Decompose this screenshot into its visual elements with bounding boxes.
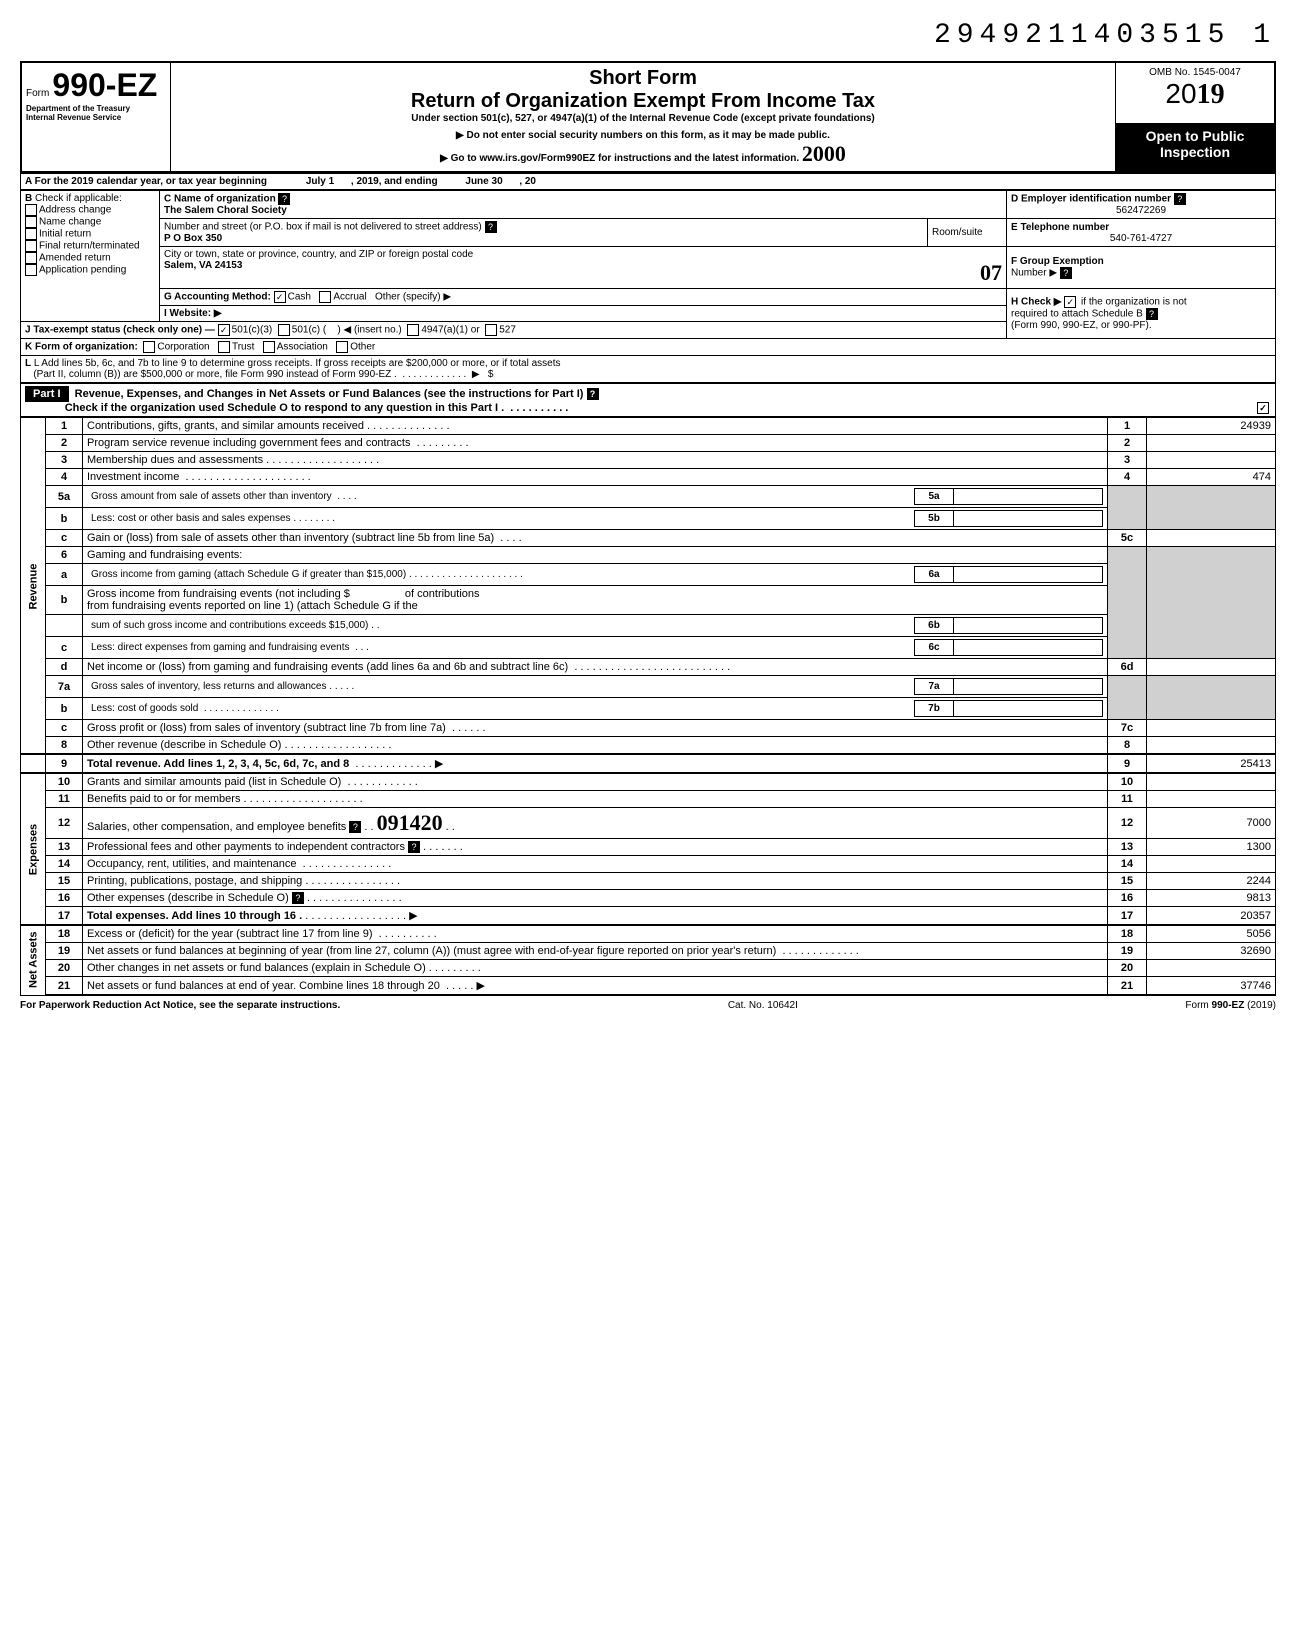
info-block: B Check if applicable: Address change Na…: [20, 190, 1276, 383]
year-prefix: 20: [1165, 78, 1196, 109]
org-name: The Salem Choral Society: [164, 205, 287, 216]
line19-value: 32690: [1147, 943, 1276, 960]
info-icon: ?: [1146, 308, 1158, 320]
main-title: Return of Organization Exempt From Incom…: [175, 90, 1111, 113]
inspection: Inspection: [1120, 144, 1270, 160]
line21-value: 37746: [1147, 977, 1276, 996]
form-label: Form: [26, 88, 49, 99]
line15-value: 2244: [1147, 873, 1276, 890]
checkbox-schedule-o[interactable]: [1257, 402, 1269, 414]
subtitle: Under section 501(c), 527, or 4947(a)(1)…: [175, 113, 1111, 124]
line13-value: 1300: [1147, 839, 1276, 856]
info-icon: ?: [485, 221, 497, 233]
open-public: Open to Public: [1120, 128, 1270, 144]
line4-value: 474: [1147, 469, 1276, 486]
info-icon: ?: [408, 841, 420, 853]
dept-treasury: Department of the Treasury: [26, 104, 166, 113]
phone: 540-761-4727: [1011, 233, 1271, 244]
checkbox-name-change[interactable]: [25, 216, 37, 228]
line1-value: 24939: [1147, 418, 1276, 435]
revenue-section-label: Revenue: [21, 418, 46, 755]
part1-label: Part I: [25, 386, 69, 402]
warning-ssn: ▶ Do not enter social security numbers o…: [175, 130, 1111, 141]
info-icon: ?: [349, 821, 361, 833]
checkbox-501c3[interactable]: [218, 324, 230, 336]
hand-07: 07: [980, 260, 1002, 286]
footer: For Paperwork Reduction Act Notice, see …: [20, 1000, 1276, 1011]
netassets-section-label: Net Assets: [21, 925, 46, 995]
line16-value: 9813: [1147, 890, 1276, 907]
short-form-label: Short Form: [175, 67, 1111, 90]
info-icon: ?: [1060, 267, 1072, 279]
checkbox-amended[interactable]: [25, 252, 37, 264]
part1-header: Part I Revenue, Expenses, and Changes in…: [20, 383, 1276, 417]
checkbox-association[interactable]: [263, 341, 275, 353]
org-address: P O Box 350: [164, 233, 222, 244]
dept-irs: Internal Revenue Service: [26, 113, 166, 122]
info-icon: ?: [587, 388, 599, 400]
document-number: 2949211403515 1: [20, 20, 1276, 51]
checkbox-527[interactable]: [485, 324, 497, 336]
checkbox-trust[interactable]: [218, 341, 230, 353]
checkbox-accrual[interactable]: [319, 291, 331, 303]
info-icon: ?: [292, 892, 304, 904]
omb-number: OMB No. 1545-0047: [1120, 67, 1270, 78]
line17-value: 20357: [1147, 907, 1276, 926]
org-city: Salem, VA 24153: [164, 260, 242, 271]
calendar-row: A For the 2019 calendar year, or tax yea…: [20, 173, 1276, 190]
expenses-section-label: Expenses: [21, 773, 46, 925]
line12-value: 7000: [1147, 808, 1276, 839]
checkbox-4947[interactable]: [407, 324, 419, 336]
checkbox-corporation[interactable]: [143, 341, 155, 353]
info-icon: ?: [278, 193, 290, 205]
ein: 562472269: [1011, 205, 1271, 216]
info-icon: ?: [1174, 193, 1186, 205]
checkbox-final-return[interactable]: [25, 240, 37, 252]
goto-url: ▶ Go to www.irs.gov/Form990EZ for instru…: [175, 141, 1111, 167]
checkbox-address-change[interactable]: [25, 204, 37, 216]
checkbox-cash[interactable]: [274, 291, 286, 303]
checkbox-schedule-b[interactable]: [1064, 296, 1076, 308]
line18-value: 5056: [1147, 925, 1276, 943]
form-number: 990-EZ: [52, 67, 157, 103]
line9-value: 25413: [1147, 754, 1276, 773]
checkbox-other-org[interactable]: [336, 341, 348, 353]
checkbox-pending[interactable]: [25, 264, 37, 276]
checkbox-initial-return[interactable]: [25, 228, 37, 240]
form-header: Form 990-EZ Department of the Treasury I…: [20, 61, 1276, 173]
checkbox-501c[interactable]: [278, 324, 290, 336]
main-table: Revenue 1 Contributions, gifts, grants, …: [20, 417, 1276, 996]
hand-stamp: 091420: [377, 810, 443, 835]
